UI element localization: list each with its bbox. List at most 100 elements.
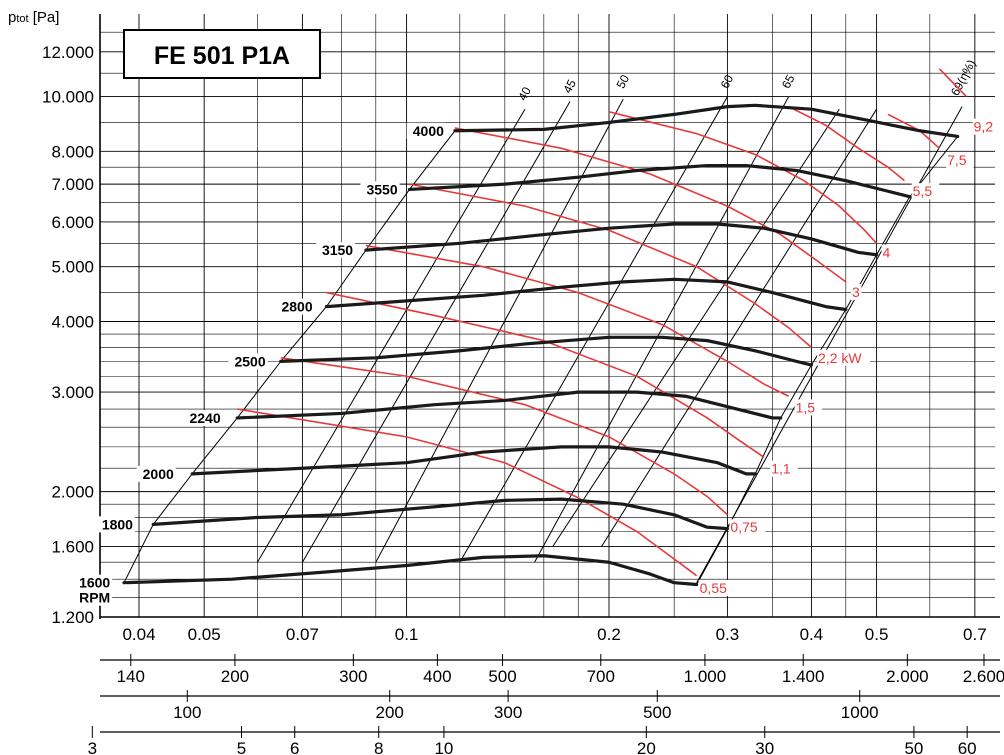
efficiency-line xyxy=(601,108,878,547)
y-tick-label: 4.000 xyxy=(51,312,94,331)
secondary-axis-tick-label: 30 xyxy=(755,739,774,755)
rpm-label-bg xyxy=(228,353,268,370)
rpm-label: 2500 xyxy=(234,353,265,369)
power-label-bg xyxy=(946,151,974,168)
rpm-label-bg xyxy=(275,298,315,315)
x-tick-label: 0.5 xyxy=(865,625,889,644)
power-label: 4 xyxy=(882,245,890,261)
x-tick-label: 0.3 xyxy=(716,625,740,644)
x-tick-label: 0.1 xyxy=(395,625,419,644)
secondary-axis-tick-label: 200 xyxy=(221,667,249,686)
secondary-axis-tick-label: 2.600 xyxy=(963,667,1004,686)
power-label: 1,5 xyxy=(796,399,816,415)
secondary-axis-tick-label: 10 xyxy=(434,739,453,755)
rpm-label-bg xyxy=(360,181,400,198)
power-line xyxy=(365,244,790,397)
secondary-axis-tick-label: 100 xyxy=(173,703,201,722)
y-tick-label: 3.000 xyxy=(51,383,94,402)
efficiency-label: 60 xyxy=(718,72,737,91)
secondary-axis-tick-label: 140 xyxy=(117,667,145,686)
rpm-curve xyxy=(151,497,730,531)
rpm-label: 1600 xyxy=(79,575,110,591)
y-tick-label: 2.000 xyxy=(51,483,94,502)
y-tick-label: 8.000 xyxy=(51,142,94,161)
secondary-axis-tick-label: 3 xyxy=(88,739,97,755)
rpm-label-bg xyxy=(406,122,446,139)
secondary-axis-tick-label: 6 xyxy=(290,739,299,755)
rpm-curve xyxy=(453,103,960,139)
power-label-bg xyxy=(698,579,735,596)
power-line xyxy=(788,105,905,182)
power-label: 0,75 xyxy=(730,519,757,535)
power-line xyxy=(608,110,878,244)
rpm-curve xyxy=(190,445,757,476)
power-line xyxy=(938,68,967,98)
rpm-label: 3150 xyxy=(322,242,353,258)
secondary-axis-tick-label: 500 xyxy=(488,667,516,686)
secondary-axis-tick-label: 60 xyxy=(958,739,977,755)
rpm-label: 1800 xyxy=(102,516,133,532)
efficiency-line xyxy=(534,96,790,563)
title-box xyxy=(123,29,321,79)
efficiency-label: 45 xyxy=(560,77,579,96)
secondary-axis-tick-label: 400 xyxy=(423,667,451,686)
rpm-curve xyxy=(407,163,912,199)
power-label-bg xyxy=(729,519,766,536)
rpm-label: 2240 xyxy=(189,410,220,426)
power-line xyxy=(326,291,765,458)
efficiency-line xyxy=(256,108,526,563)
power-label-bg xyxy=(911,183,940,200)
y-tick-label: 1.600 xyxy=(51,537,94,556)
rpm-curve xyxy=(364,222,879,257)
secondary-axis-tick-label: 20 xyxy=(637,739,656,755)
rpm-label-bg xyxy=(183,409,223,426)
secondary-axis-tick-label: 700 xyxy=(587,667,615,686)
x-tick-label: 0.7 xyxy=(963,625,987,644)
secondary-axis-tick-label: 1.400 xyxy=(782,667,825,686)
rpm-label-bg xyxy=(95,516,135,533)
power-label: 9,2 xyxy=(974,119,994,135)
rpm-curve xyxy=(122,554,699,587)
rpm-label: 3550 xyxy=(366,181,397,197)
secondary-axis-tick-label: 2.000 xyxy=(886,667,929,686)
efficiency-line xyxy=(552,108,840,547)
secondary-axis-tick-label: 5 xyxy=(237,739,246,755)
power-label-bg xyxy=(881,244,892,261)
efficiency-line xyxy=(301,101,571,563)
y-tick-label: 7.000 xyxy=(51,175,94,194)
y-tick-label: 10.000 xyxy=(42,88,94,107)
efficiency-label: 40 xyxy=(515,84,534,103)
y-tick-label: 1.200 xyxy=(51,608,94,627)
secondary-axis-tick-label: 8 xyxy=(374,739,383,755)
rpm-curve xyxy=(235,390,783,420)
rpm-label-bg xyxy=(315,242,356,259)
x-tick-label: 0.04 xyxy=(122,625,155,644)
secondary-axis-tick-label: 300 xyxy=(494,703,522,722)
rpm-label: 2800 xyxy=(281,299,312,315)
power-label-bg xyxy=(794,399,823,416)
rpm-curve xyxy=(279,335,814,367)
rpm-unit-bg xyxy=(76,589,113,606)
y-tick-label: 12.000 xyxy=(42,43,94,62)
rpm-label: 2000 xyxy=(143,466,174,482)
x-tick-label: 0.05 xyxy=(188,625,221,644)
rpm-label-bg xyxy=(136,465,176,482)
secondary-axis-tick-label: 1000 xyxy=(841,703,879,722)
power-label: 7,5 xyxy=(947,152,967,168)
power-label-bg xyxy=(851,284,862,301)
power-label: 1,1 xyxy=(771,461,791,477)
power-line xyxy=(409,183,812,348)
secondary-axis-tick-label: 500 xyxy=(643,703,671,722)
x-tick-label: 0.2 xyxy=(597,625,621,644)
y-tick-label: 6.000 xyxy=(51,213,94,232)
power-label-bg xyxy=(770,460,798,477)
power-label: 5,5 xyxy=(913,183,933,199)
rpm-label-bg xyxy=(73,574,113,591)
secondary-axis-tick-label: 50 xyxy=(904,739,923,755)
power-label: 2,2 kW xyxy=(818,350,862,366)
power-line xyxy=(237,408,698,577)
secondary-axis-tick-label: 300 xyxy=(339,667,367,686)
y-tick-label: 5.000 xyxy=(51,258,94,277)
rpm-label: 4000 xyxy=(413,123,444,139)
